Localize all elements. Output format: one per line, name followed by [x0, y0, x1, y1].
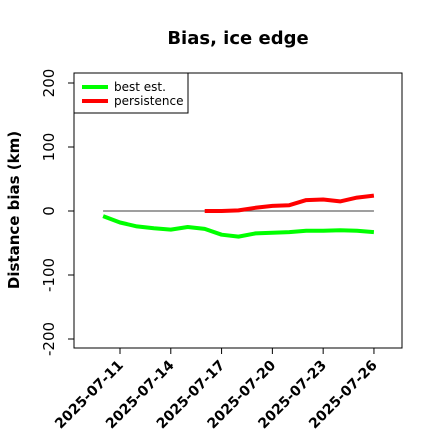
- y-tick-label: -200: [40, 322, 58, 356]
- legend: best est. persistence: [73, 72, 189, 114]
- legend-box: [73, 72, 189, 114]
- y-tick-label: 200: [40, 69, 58, 98]
- series-line-best-est: [102, 214, 375, 239]
- y-tick-label: 0: [40, 206, 58, 216]
- legend-label-best-est: best est.: [114, 80, 166, 94]
- y-tick-label: 100: [40, 133, 58, 162]
- legend-label-persistence: persistence: [114, 94, 183, 108]
- y-axis-label: Distance bias (km): [5, 131, 23, 289]
- y-tick-label: -100: [40, 258, 58, 292]
- series-line-persistence: [204, 193, 375, 213]
- chart-title: Bias, ice edge: [167, 28, 308, 49]
